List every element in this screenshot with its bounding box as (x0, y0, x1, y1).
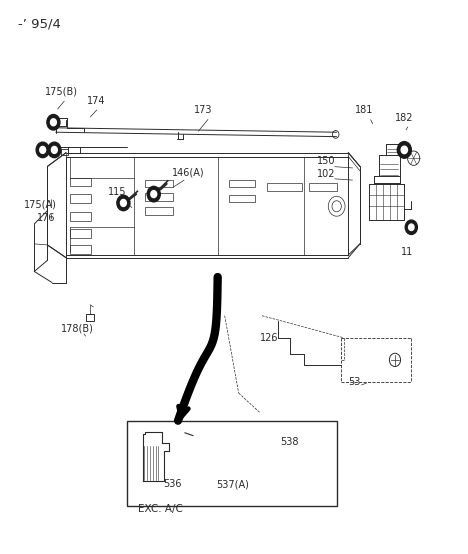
Circle shape (51, 119, 56, 126)
Bar (70, 194, 91, 203)
Text: 150: 150 (317, 156, 336, 167)
Text: 102: 102 (317, 168, 336, 178)
Bar (267, 183, 302, 191)
Bar (86, 314, 94, 321)
Text: 175(B): 175(B) (45, 87, 78, 97)
Circle shape (409, 224, 414, 230)
Text: 536: 536 (163, 479, 182, 489)
Bar (146, 193, 173, 201)
Text: 182: 182 (395, 114, 414, 124)
Text: 115: 115 (108, 187, 126, 197)
Text: 173: 173 (194, 105, 213, 115)
Circle shape (47, 115, 60, 130)
Text: 175(A): 175(A) (24, 199, 57, 209)
Circle shape (36, 142, 49, 158)
Text: 176: 176 (37, 213, 56, 223)
Circle shape (120, 199, 126, 207)
Bar (229, 194, 255, 202)
Bar (146, 179, 173, 187)
Bar (309, 183, 336, 191)
Bar (70, 178, 91, 186)
Circle shape (405, 220, 417, 234)
Bar (127, 420, 336, 506)
Text: 146(A): 146(A) (172, 167, 205, 177)
Text: 53: 53 (348, 377, 361, 387)
Circle shape (117, 195, 130, 211)
Bar (70, 229, 91, 238)
Text: 181: 181 (355, 105, 373, 115)
Text: 11: 11 (401, 247, 413, 257)
Circle shape (198, 465, 205, 473)
Text: 178(B): 178(B) (61, 324, 94, 334)
Bar (229, 179, 255, 187)
Circle shape (151, 191, 157, 198)
Bar (70, 212, 91, 220)
Text: 538: 538 (281, 437, 299, 447)
Bar (70, 245, 91, 254)
Circle shape (48, 142, 61, 158)
Circle shape (194, 461, 208, 478)
Text: 126: 126 (260, 333, 278, 343)
Text: -’ 95/4: -’ 95/4 (18, 17, 61, 30)
Text: EXC. A/C: EXC. A/C (139, 504, 183, 514)
Bar (146, 207, 173, 214)
Circle shape (51, 146, 57, 153)
Circle shape (397, 142, 411, 158)
Circle shape (401, 146, 408, 153)
Circle shape (40, 146, 45, 153)
Text: 537(A): 537(A) (216, 479, 249, 489)
Circle shape (147, 186, 160, 202)
Text: 174: 174 (87, 96, 105, 106)
